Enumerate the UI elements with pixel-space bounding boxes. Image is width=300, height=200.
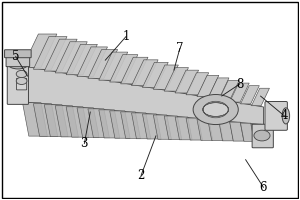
Text: 8: 8 xyxy=(236,78,243,91)
Polygon shape xyxy=(241,86,259,104)
Text: 1: 1 xyxy=(122,30,130,43)
Polygon shape xyxy=(44,39,77,71)
Polygon shape xyxy=(121,57,148,84)
Text: 6: 6 xyxy=(260,181,267,194)
Polygon shape xyxy=(208,78,229,98)
Polygon shape xyxy=(66,107,89,137)
Polygon shape xyxy=(33,37,67,69)
Circle shape xyxy=(193,95,238,125)
Circle shape xyxy=(203,101,228,118)
Polygon shape xyxy=(230,122,244,141)
Polygon shape xyxy=(153,115,171,139)
Text: 5: 5 xyxy=(12,50,20,63)
Polygon shape xyxy=(142,62,168,88)
Polygon shape xyxy=(208,120,223,141)
Polygon shape xyxy=(110,55,138,82)
Polygon shape xyxy=(219,121,233,141)
Circle shape xyxy=(16,77,27,85)
Polygon shape xyxy=(88,50,118,78)
Polygon shape xyxy=(164,68,188,91)
FancyBboxPatch shape xyxy=(252,124,273,148)
Polygon shape xyxy=(230,83,249,102)
Polygon shape xyxy=(142,114,161,139)
Polygon shape xyxy=(175,70,199,93)
Text: 7: 7 xyxy=(176,42,184,55)
FancyBboxPatch shape xyxy=(16,78,27,90)
Polygon shape xyxy=(251,88,269,106)
Polygon shape xyxy=(99,110,120,138)
Polygon shape xyxy=(197,75,219,97)
Polygon shape xyxy=(88,109,110,138)
Ellipse shape xyxy=(282,108,290,124)
Polygon shape xyxy=(77,47,107,77)
Polygon shape xyxy=(186,118,202,140)
Polygon shape xyxy=(99,52,128,80)
Polygon shape xyxy=(55,106,78,137)
Polygon shape xyxy=(241,123,254,141)
Circle shape xyxy=(254,130,270,141)
Polygon shape xyxy=(131,60,158,86)
Polygon shape xyxy=(219,80,239,100)
Polygon shape xyxy=(44,105,68,137)
FancyBboxPatch shape xyxy=(265,101,287,130)
Polygon shape xyxy=(25,66,263,125)
Polygon shape xyxy=(197,119,213,140)
Polygon shape xyxy=(33,104,58,136)
Polygon shape xyxy=(164,116,182,140)
Polygon shape xyxy=(55,42,87,73)
Polygon shape xyxy=(66,44,98,75)
Polygon shape xyxy=(22,103,47,136)
Polygon shape xyxy=(153,65,178,89)
FancyBboxPatch shape xyxy=(6,53,30,67)
Polygon shape xyxy=(121,112,140,138)
Text: 3: 3 xyxy=(81,137,88,150)
Polygon shape xyxy=(251,124,265,142)
Ellipse shape xyxy=(8,60,28,69)
Polygon shape xyxy=(131,113,151,139)
Text: 4: 4 xyxy=(280,109,288,122)
FancyBboxPatch shape xyxy=(4,50,31,58)
Polygon shape xyxy=(77,108,99,137)
Polygon shape xyxy=(110,111,130,138)
Polygon shape xyxy=(22,34,57,67)
Circle shape xyxy=(16,70,27,78)
Text: 2: 2 xyxy=(137,169,145,182)
Polygon shape xyxy=(186,73,209,95)
FancyBboxPatch shape xyxy=(7,64,28,104)
Polygon shape xyxy=(175,117,192,140)
